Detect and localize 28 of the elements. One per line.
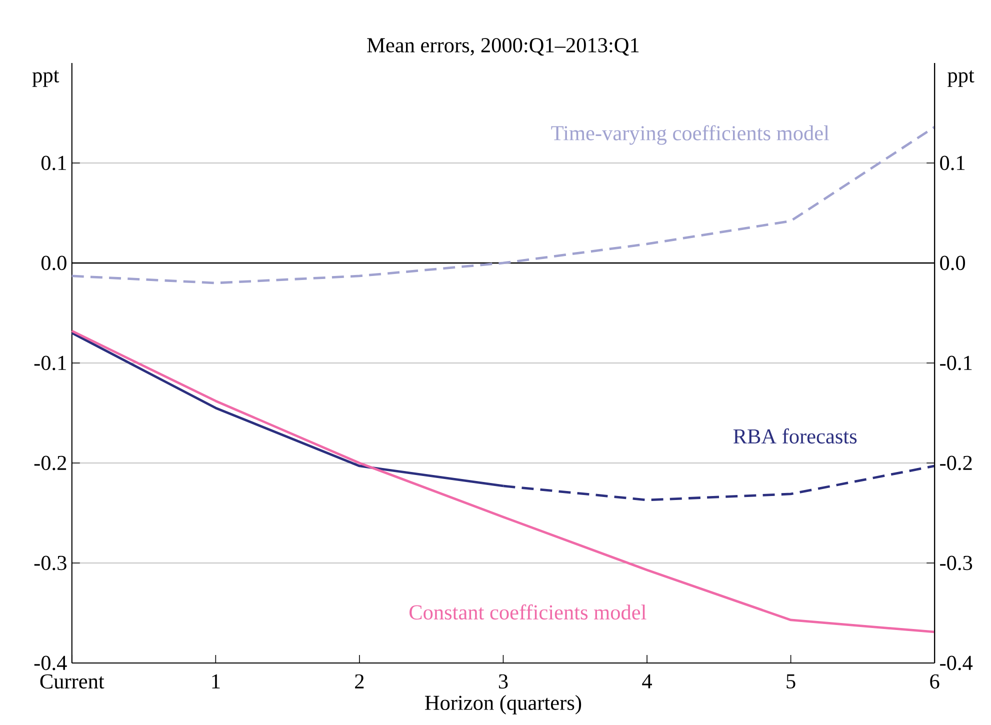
y2-tick-label: 0.1 (940, 156, 965, 170)
y2-tick-label: 0.0 (940, 256, 966, 270)
y2-axis-title: ppt (948, 70, 974, 87)
y-axis-title: ppt (32, 70, 60, 87)
y-tick-label: -0.2 (34, 456, 66, 470)
text: Time-varying coefficients model (551, 125, 830, 145)
x-axis-title: Horizon (quarters) (425, 695, 582, 714)
x-tick-label: 5 (786, 674, 796, 688)
line-series (70, 126, 936, 284)
y2-tick-label: -0.2 (940, 456, 972, 470)
y-tick-label: 0.1 (41, 156, 66, 170)
y2-tick-label: -0.3 (940, 556, 972, 570)
y-tick-label: -0.3 (34, 556, 66, 570)
y2-tick-label: -0.1 (940, 356, 972, 370)
x-tick-label: 1 (212, 674, 220, 688)
x-tick-label: Current (40, 674, 104, 689)
series-label: Constant coefficients model (410, 604, 646, 620)
x-tick-label: 6 (930, 674, 940, 689)
y-tick-label: 0.0 (41, 256, 66, 270)
chart-title: Mean errors, 2000:Q1–2013:Q1 (367, 38, 639, 56)
y2-tick-label: -0.4 (940, 656, 973, 670)
line-series (70, 330, 936, 634)
x-tick-label: 4 (642, 674, 652, 688)
y-tick-label: -0.4 (34, 656, 67, 670)
y-tick-label: -0.1 (34, 356, 66, 370)
x-tick-label: 2 (355, 674, 364, 688)
text: RBA forecasts (733, 428, 857, 444)
x-tick-label: 3 (498, 674, 508, 689)
